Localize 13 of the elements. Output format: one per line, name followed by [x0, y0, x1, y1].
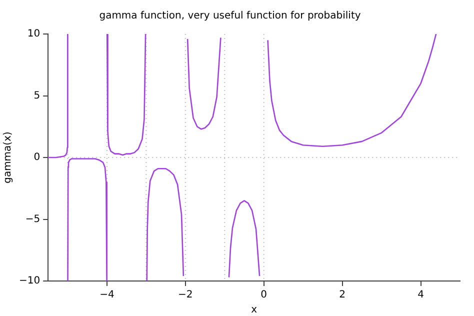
- x-tick-label: 4: [418, 290, 424, 301]
- y-tick-label: −10: [18, 276, 40, 287]
- chart-title: gamma function, very useful function for probability: [99, 10, 361, 22]
- y-tick-label: −5: [25, 214, 40, 225]
- y-tick-label: 5: [34, 90, 40, 102]
- y-tick-label: 10: [27, 28, 40, 40]
- x-tick-label: −4: [100, 290, 114, 301]
- x-tick-label: 2: [339, 290, 346, 301]
- x-axis-title: x: [251, 304, 258, 316]
- y-tick-label: 0: [34, 152, 40, 164]
- x-tick-label: −2: [178, 290, 193, 301]
- x-tick-label: 0: [260, 290, 268, 301]
- y-axis-title: gamma(x): [2, 132, 14, 184]
